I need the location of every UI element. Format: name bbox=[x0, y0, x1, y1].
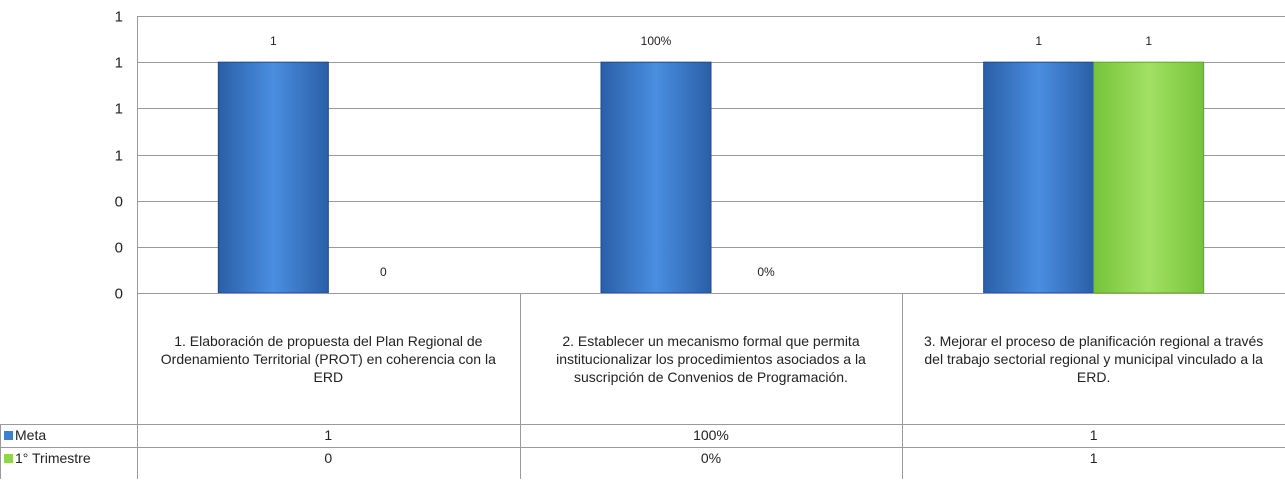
legend-swatch bbox=[4, 431, 13, 440]
table-cell: 1 bbox=[324, 427, 333, 443]
bar-meta bbox=[983, 61, 1095, 294]
data-label: 1 bbox=[1035, 34, 1042, 48]
category-label: 3. Mejorar el proceso de planificación r… bbox=[924, 332, 1264, 385]
bar-meta bbox=[600, 61, 712, 294]
y-tick-label: 1 bbox=[115, 55, 123, 72]
bar-meta bbox=[217, 61, 329, 294]
bar-trimestre bbox=[1093, 61, 1205, 294]
table-cell: 0% bbox=[700, 450, 722, 466]
legend-swatch bbox=[4, 454, 13, 463]
table-legend-meta: Meta bbox=[0, 424, 46, 447]
y-tick-label: 1 bbox=[115, 101, 123, 118]
y-tick-label: 0 bbox=[115, 286, 123, 303]
category-label: 2. Establecer un mecanismo formal que pe… bbox=[556, 332, 866, 385]
data-label: 1 bbox=[270, 34, 277, 48]
table-legend-trimestre: 1° Trimestre bbox=[0, 447, 91, 470]
table-cell: 1 bbox=[1089, 427, 1098, 443]
y-tick-label: 1 bbox=[115, 9, 123, 26]
legend-label: 1° Trimestre bbox=[15, 450, 91, 466]
table-cell: 100% bbox=[693, 427, 729, 443]
legend-label: Meta bbox=[15, 427, 47, 443]
table-cell: 1 bbox=[1089, 450, 1098, 466]
data-label: 100% bbox=[641, 34, 672, 48]
data-label: 0% bbox=[757, 265, 775, 279]
category-label: 1. Elaboración de propuesta del Plan Reg… bbox=[160, 332, 496, 385]
y-tick-label: 1 bbox=[115, 148, 123, 165]
y-tick-label: 0 bbox=[115, 240, 123, 257]
data-label: 1 bbox=[1145, 34, 1152, 48]
table-cell: 0 bbox=[324, 450, 333, 466]
data-label: 0 bbox=[380, 265, 387, 279]
y-tick-label: 0 bbox=[115, 194, 123, 211]
